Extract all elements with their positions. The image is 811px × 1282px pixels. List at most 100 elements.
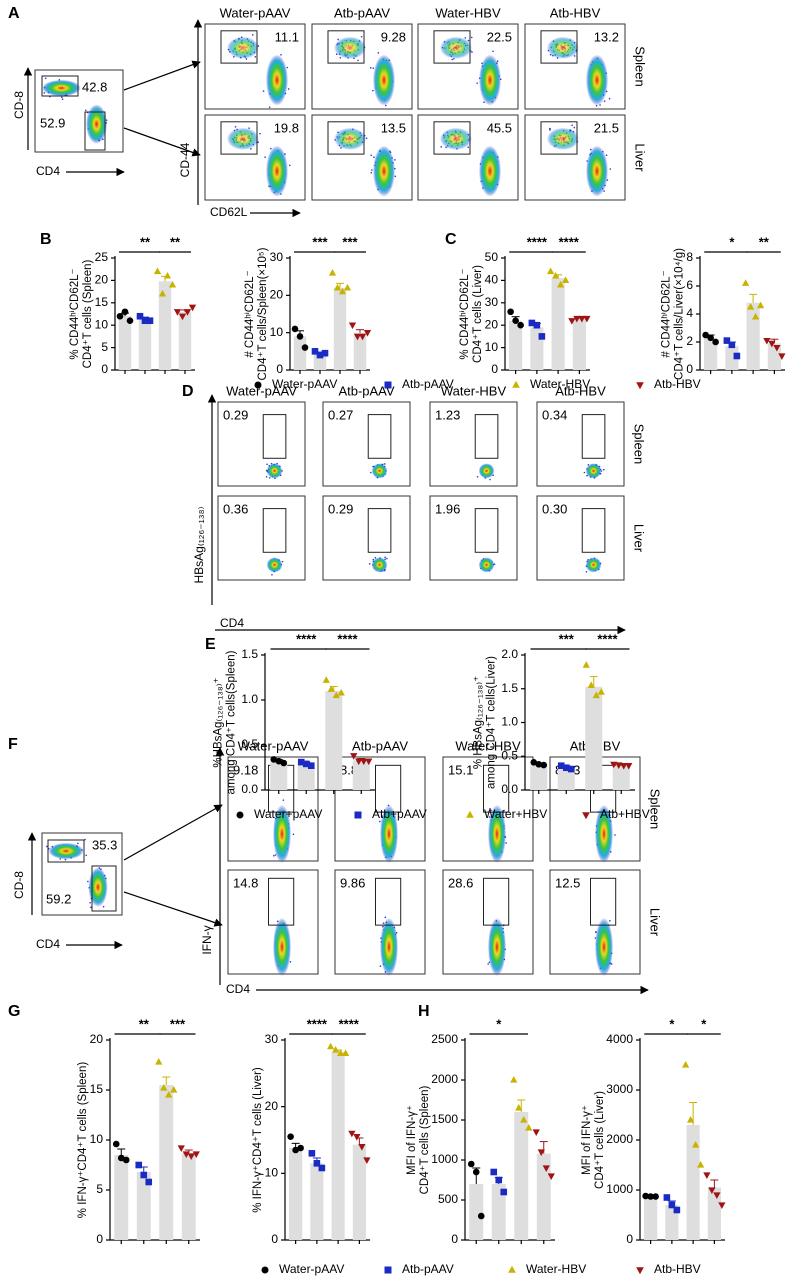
point [756,301,765,309]
point [348,1130,356,1138]
event-dot [374,556,377,559]
y-axis-label: % CD44ʰⁱCD62L⁻ [458,268,471,359]
legend-label: Atb-pAAV [402,1262,454,1276]
gate [367,508,392,553]
density-blob [547,127,579,150]
y-tick-label: 1.5 [241,647,258,661]
gate-percent: 0.34 [542,407,567,422]
gate [262,414,287,459]
bar [352,760,370,790]
point [163,271,172,279]
event-dot [379,820,381,823]
gate-percent: 28.6 [448,875,473,890]
event-dot [89,901,91,904]
bar [333,287,347,370]
event-dot [282,799,285,801]
point [182,1151,190,1158]
point [537,1149,545,1156]
density-blob [266,557,283,573]
point [160,1084,168,1091]
flow-plot [322,495,411,581]
density-blob [478,463,495,479]
event-dot [440,146,442,148]
flow-plot [217,401,306,487]
legend-label: Water-pAAV [279,1262,344,1276]
column-title: Water-pAAV [220,5,291,20]
point [365,758,373,766]
point [363,330,372,337]
y-tick-label: 10 [270,325,284,339]
legend-label: Water-HBV [526,1262,586,1276]
y-tick-label: 0.0 [241,782,258,796]
column-title: Atb-pAAV [352,738,408,753]
event-dot [571,124,573,127]
event-dot [372,67,375,69]
significance-label: *** [312,234,328,249]
point [141,317,149,325]
legend-marker [582,812,590,820]
point [615,762,623,769]
gate-percent: 22.5 [487,29,512,44]
event-dot [271,574,273,576]
point [573,315,581,323]
event-dot [286,66,289,69]
point [652,1193,659,1200]
event-dot [85,854,88,857]
point [686,1116,695,1123]
point [535,761,543,768]
gate [375,764,402,813]
y-tick-label: 0 [276,362,283,376]
gate-percent: 1.23 [435,407,460,422]
point [275,757,283,765]
point [165,1091,173,1098]
point [562,764,570,772]
significance-label: *** [559,631,575,646]
column-title: Water-HBV [455,738,521,753]
point [307,762,315,769]
significance-label: **** [597,631,618,646]
point [358,333,367,341]
density-blob [380,917,398,977]
point [707,334,714,342]
point [308,1150,316,1157]
event-dot [379,965,382,967]
point [578,315,586,323]
axis-label: CD62L [210,205,248,219]
point [681,1061,690,1068]
legend-label: Water-HBV [530,377,590,391]
panel-letter: C [445,231,457,248]
point [331,1046,340,1053]
point [117,1154,125,1162]
density-blob [373,54,395,106]
point [500,1188,508,1196]
bar [352,1144,366,1240]
point [763,337,771,345]
flow-plot [41,832,123,916]
event-dot [492,50,494,53]
y-tick-label: 1.0 [241,692,258,706]
gate [220,30,258,64]
bar [469,1184,484,1240]
point [122,1156,130,1164]
gate [220,121,258,155]
event-dot [254,56,257,58]
density-blob [586,54,608,106]
point [512,317,519,325]
flow-plot [417,23,519,110]
significance-label: ** [139,1016,150,1031]
event-dot [464,37,467,39]
point [341,1049,350,1056]
point [116,312,124,320]
legend-marker [636,1267,644,1275]
significance-label: **** [527,234,548,249]
bar [310,1163,324,1240]
panel-letter: A [8,5,20,22]
legend-label: Atb+pAAV [372,807,427,821]
arrow [123,804,223,861]
gate-percent: 0.29 [328,501,353,516]
row-label: Spleen [633,46,648,86]
point [746,303,755,310]
density-blob [227,36,259,59]
event-dot [90,906,92,909]
density-blob [547,36,579,59]
